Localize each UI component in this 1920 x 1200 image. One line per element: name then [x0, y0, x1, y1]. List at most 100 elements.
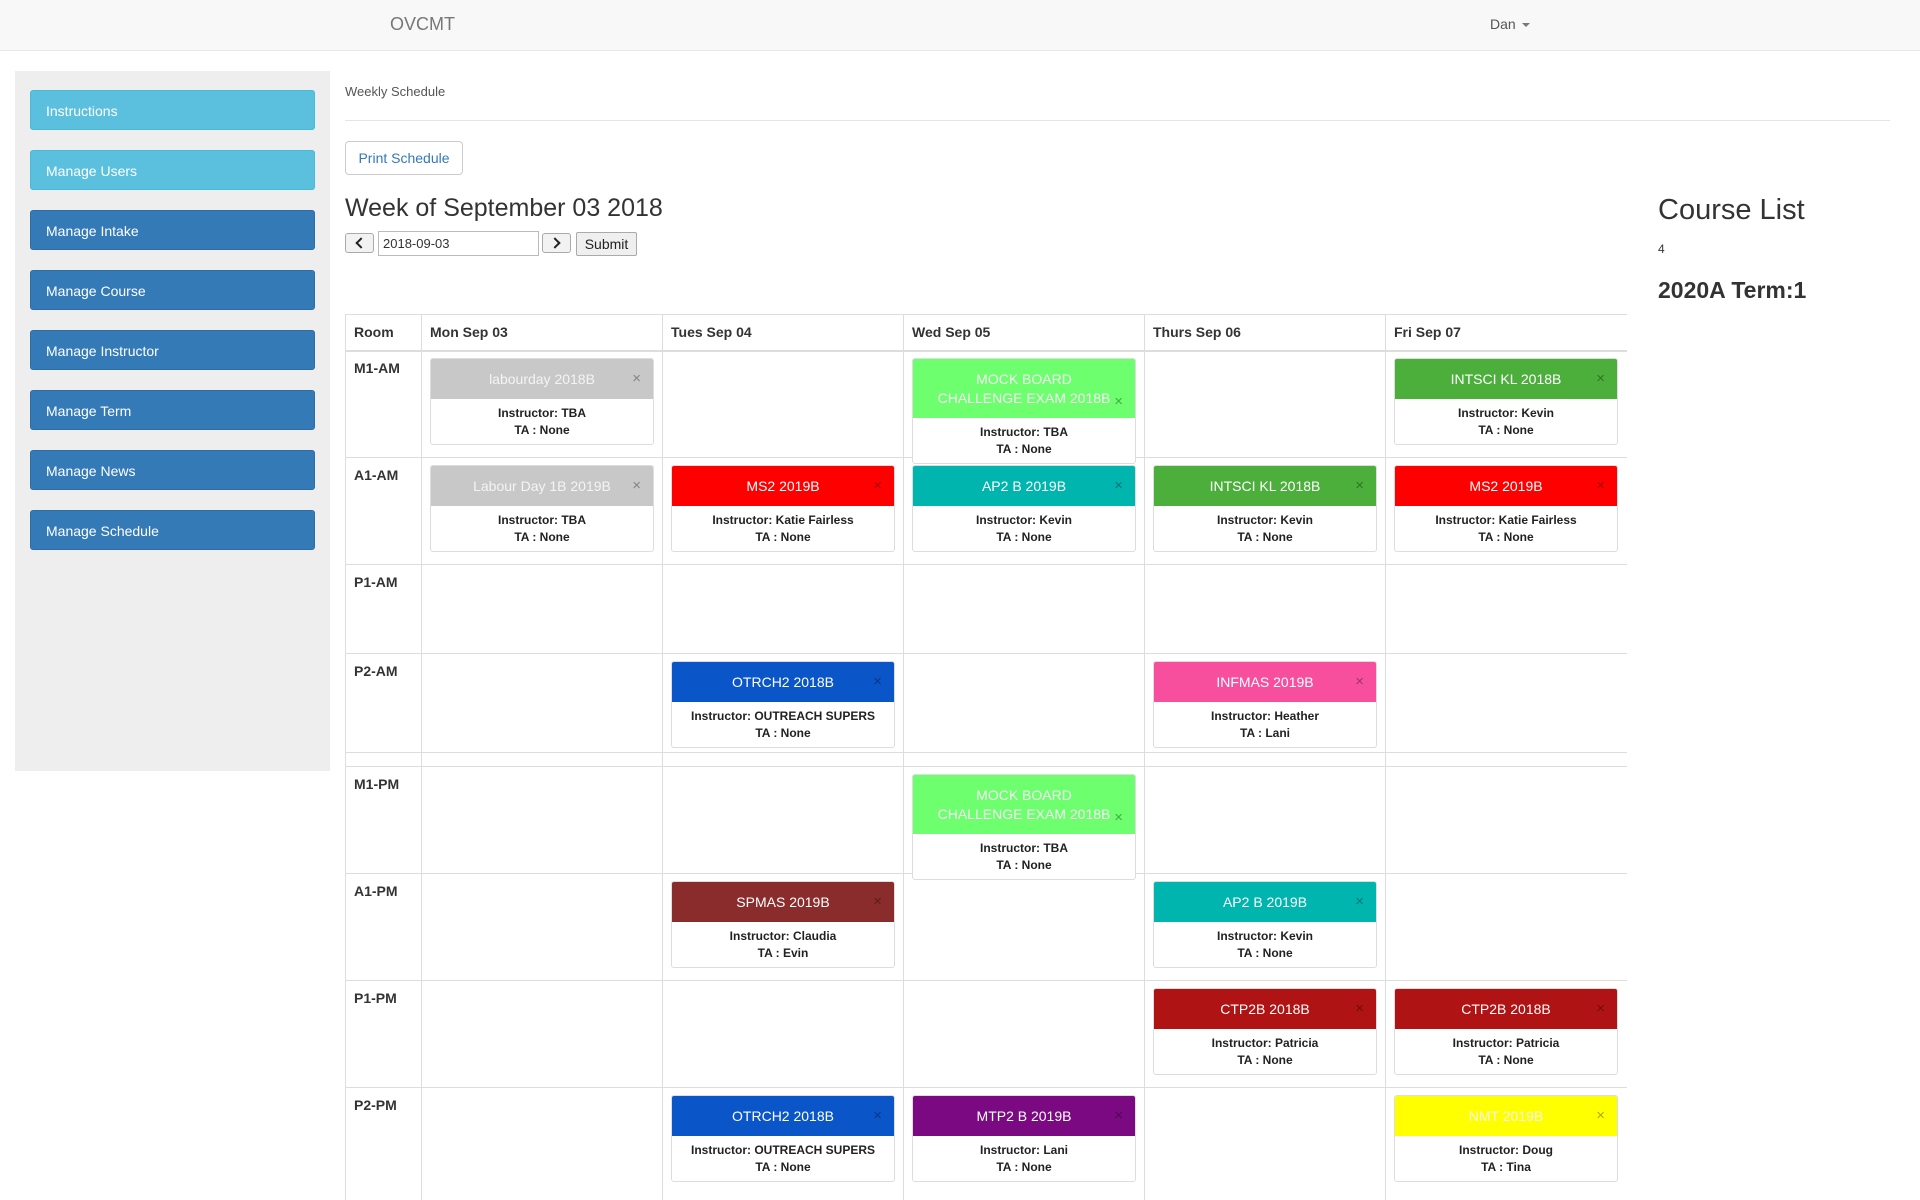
- remove-course-icon[interactable]: ×: [1355, 893, 1364, 910]
- course-ta: TA : Tina: [1481, 1160, 1531, 1174]
- course-card-body: Instructor: Doug TA : Tina: [1395, 1136, 1617, 1181]
- course-title: MS2 2019B: [746, 477, 820, 494]
- course-ta: TA : None: [1237, 530, 1293, 544]
- course-ta: TA : None: [1478, 1053, 1534, 1067]
- course-card-header: CTP2B 2018B ×: [1154, 989, 1376, 1029]
- course-card[interactable]: AP2 B 2019B × Instructor: Kevin TA : None: [1153, 881, 1377, 968]
- remove-course-icon[interactable]: ×: [1114, 477, 1123, 494]
- remove-course-icon[interactable]: ×: [1596, 477, 1605, 494]
- room-label: A1-AM: [354, 467, 399, 483]
- course-count: 4: [1658, 242, 1665, 256]
- course-instructor: Instructor: TBA: [980, 425, 1068, 439]
- course-card-header: NMT 2019B ×: [1395, 1096, 1617, 1136]
- remove-course-icon[interactable]: ×: [1355, 1000, 1364, 1017]
- course-card[interactable]: SPMAS 2019B × Instructor: Claudia TA : Evin: [671, 881, 895, 968]
- remove-course-icon[interactable]: ×: [873, 1107, 882, 1124]
- course-card-header: OTRCH2 2018B ×: [672, 662, 894, 702]
- remove-course-icon[interactable]: ×: [1355, 477, 1364, 494]
- sidebar-item-manage-intake[interactable]: Manage Intake: [30, 210, 315, 250]
- print-schedule-button[interactable]: Print Schedule: [345, 141, 463, 175]
- next-week-button[interactable]: [542, 233, 571, 253]
- room-label: P2-AM: [354, 663, 398, 679]
- course-card[interactable]: MOCK BOARD CHALLENGE EXAM 2018B × Instruct…: [912, 358, 1136, 464]
- course-ta: TA : Lani: [1240, 726, 1290, 740]
- course-title: AP2 B 2019B: [1222, 893, 1308, 910]
- sidebar-item-manage-term[interactable]: Manage Term: [30, 390, 315, 430]
- room-label: A1-PM: [354, 883, 398, 899]
- week-date-input[interactable]: [378, 231, 539, 256]
- course-card[interactable]: NMT 2019B × Instructor: Doug TA : Tina: [1394, 1095, 1618, 1182]
- course-card[interactable]: MTP2 B 2019B × Instructor: Lani TA : None: [912, 1095, 1136, 1182]
- course-instructor: Instructor: Patricia: [1452, 1036, 1560, 1050]
- week-title: Week of September 03 2018: [345, 194, 663, 222]
- course-title: NMT 2019B: [1468, 1107, 1544, 1124]
- brand-logo[interactable]: OVCMT: [390, 14, 455, 34]
- sidebar-item-manage-instructor[interactable]: Manage Instructor: [30, 330, 315, 370]
- user-name: Dan: [1490, 16, 1516, 32]
- course-title: SPMAS 2019B: [736, 893, 830, 910]
- course-ta: TA : None: [1237, 1053, 1293, 1067]
- course-ta: TA : None: [1478, 423, 1534, 437]
- course-card[interactable]: OTRCH2 2018B × Instructor: OUTREACH SUPERS…: [671, 661, 895, 748]
- course-title: OTRCH2 2018B: [732, 1107, 834, 1124]
- submit-button[interactable]: Submit: [576, 232, 637, 256]
- course-card[interactable]: Labour Day 1B 2019B × Instructor: TBA TA : …: [430, 465, 654, 552]
- course-card[interactable]: AP2 B 2019B × Instructor: Kevin TA : None: [912, 465, 1136, 552]
- remove-course-icon[interactable]: ×: [632, 477, 641, 494]
- remove-course-icon[interactable]: ×: [1114, 393, 1123, 410]
- course-card[interactable]: CTP2B 2018B × Instructor: Patricia TA : Non…: [1153, 988, 1377, 1075]
- course-card-body: Instructor: TBA TA : None: [431, 399, 653, 444]
- course-ta: TA : None: [996, 442, 1052, 456]
- sidebar-item-manage-course[interactable]: Manage Course: [30, 270, 315, 310]
- course-card-body: Instructor: Lani TA : None: [913, 1136, 1135, 1181]
- course-ta: TA : None: [755, 530, 811, 544]
- course-card[interactable]: MOCK BOARD CHALLENGE EXAM 2018B × Instruct…: [912, 774, 1136, 880]
- previous-week-button[interactable]: [345, 233, 374, 253]
- chevron-left-icon: [355, 237, 367, 249]
- remove-course-icon[interactable]: ×: [873, 893, 882, 910]
- course-ta: TA : None: [755, 1160, 811, 1174]
- remove-course-icon[interactable]: ×: [1114, 809, 1123, 826]
- remove-course-icon[interactable]: ×: [1596, 370, 1605, 387]
- course-card-header: MS2 2019B ×: [1395, 466, 1617, 506]
- sidebar-item-manage-users[interactable]: Manage Users: [30, 150, 315, 190]
- remove-course-icon[interactable]: ×: [632, 370, 641, 387]
- course-instructor: Instructor: OUTREACH SUPERS: [690, 1143, 875, 1157]
- user-menu-dropdown[interactable]: Dan: [1490, 16, 1530, 32]
- term-title: 2020A Term:1: [1658, 277, 1807, 303]
- grid-column-divider: [421, 314, 422, 1200]
- sidebar-item-manage-schedule[interactable]: Manage Schedule: [30, 510, 315, 550]
- remove-course-icon[interactable]: ×: [873, 477, 882, 494]
- course-card-header: MS2 2019B ×: [672, 466, 894, 506]
- course-card-header: INTSCI KL 2018B ×: [1154, 466, 1376, 506]
- course-title: CTP2B 2018B: [1461, 1000, 1551, 1017]
- chevron-right-icon: [549, 237, 561, 249]
- course-card[interactable]: CTP2B 2018B × Instructor: Patricia TA : Non…: [1394, 988, 1618, 1075]
- course-instructor: Instructor: Lani: [979, 1143, 1068, 1157]
- grid-row-divider: [346, 314, 1627, 315]
- course-card-body: Instructor: Heather TA : Lani: [1154, 702, 1376, 747]
- course-card[interactable]: INFMAS 2019B × Instructor: Heather TA : Lan…: [1153, 661, 1377, 748]
- course-card[interactable]: INTSCI KL 2018B × Instructor: Kevin TA : No…: [1394, 358, 1618, 445]
- remove-course-icon[interactable]: ×: [1596, 1107, 1605, 1124]
- grid-column-divider: [1144, 314, 1145, 1200]
- grid-column-divider: [1385, 314, 1386, 1200]
- sidebar-item-instructions[interactable]: Instructions: [30, 90, 315, 130]
- course-ta: TA : None: [996, 530, 1052, 544]
- course-card-body: Instructor: Patricia TA : None: [1395, 1029, 1617, 1074]
- remove-course-icon[interactable]: ×: [873, 673, 882, 690]
- remove-course-icon[interactable]: ×: [1596, 1000, 1605, 1017]
- room-label: P1-AM: [354, 574, 398, 590]
- course-card[interactable]: OTRCH2 2018B × Instructor: OUTREACH SUPERS…: [671, 1095, 895, 1182]
- remove-course-icon[interactable]: ×: [1114, 1107, 1123, 1124]
- course-card[interactable]: MS2 2019B × Instructor: Katie Fairless TA :…: [671, 465, 895, 552]
- course-card[interactable]: MS2 2019B × Instructor: Katie Fairless TA :…: [1394, 465, 1618, 552]
- course-card-body: Instructor: OUTREACH SUPERS TA : None: [672, 1136, 894, 1181]
- course-title: AP2 B 2019B: [981, 477, 1067, 494]
- course-card[interactable]: INTSCI KL 2018B × Instructor: Kevin TA : No…: [1153, 465, 1377, 552]
- remove-course-icon[interactable]: ×: [1355, 673, 1364, 690]
- course-instructor: Instructor: TBA: [980, 841, 1068, 855]
- course-card-header: SPMAS 2019B ×: [672, 882, 894, 922]
- sidebar-item-manage-news[interactable]: Manage News: [30, 450, 315, 490]
- course-card[interactable]: labourday 2018B × Instructor: TBA TA : None: [430, 358, 654, 445]
